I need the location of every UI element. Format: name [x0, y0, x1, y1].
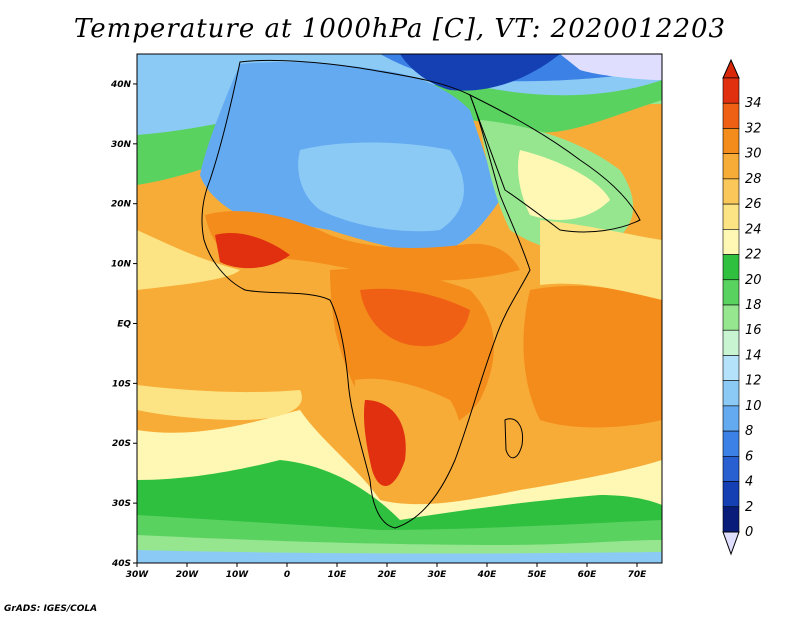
lat-tick-label: 40S	[111, 559, 131, 569]
colorbar-segment	[722, 254, 740, 281]
colorbar-label: 26	[745, 197, 762, 212]
colorbar-segment	[722, 430, 740, 457]
colorbar-label: 18	[745, 298, 762, 313]
colorbar-over-arrow	[722, 58, 740, 79]
colorbar-label: 24	[745, 222, 762, 237]
lon-tick-label: 40E	[477, 570, 498, 580]
lat-tick-label: 30S	[112, 499, 131, 509]
lon-tick-label: 10E	[328, 570, 348, 580]
lon-tick-label: 70E	[628, 570, 648, 580]
lon-tick-label: 50E	[528, 570, 548, 580]
colorbar-label: 4	[745, 475, 753, 490]
colorbar-segment	[722, 178, 740, 205]
colorbar-segment	[722, 380, 740, 407]
colorbar-segment	[722, 304, 740, 331]
colorbar-label: 12	[745, 374, 762, 389]
arabia-outline	[469, 93, 641, 233]
latitude-axis: 40N 30N 20N 10N EQ 10S 20S 30S 40S	[110, 80, 137, 569]
colorbar-segment	[722, 506, 740, 533]
colorbar-under-arrow	[722, 531, 740, 556]
colorbar-label: 8	[745, 424, 753, 439]
lon-tick-label: 30E	[428, 570, 448, 580]
lon-tick-label: 20W	[176, 570, 200, 580]
lon-tick-label: 30W	[126, 570, 150, 580]
colorbar-segment	[722, 77, 740, 104]
colorbar-label: 2	[745, 500, 753, 515]
colorbar-segment	[722, 329, 740, 356]
map-frame	[136, 53, 663, 564]
lat-tick-label: 20N	[111, 200, 132, 210]
colorbar-segment	[722, 405, 740, 432]
colorbar-segment	[722, 355, 740, 381]
lon-tick-label: 60E	[578, 570, 598, 580]
colorbar-label: 34	[745, 96, 762, 111]
lat-tick-label: 10N	[111, 260, 132, 270]
lon-tick-label: 0	[284, 570, 290, 580]
madagascar-outline	[504, 418, 524, 459]
lon-tick-label: 10W	[226, 570, 250, 580]
grads-credit: GrADS: IGES/COLA	[4, 604, 98, 614]
lat-tick-label: 10S	[112, 379, 131, 389]
colorbar-label: 30	[745, 147, 762, 162]
colorbar-label: 6	[745, 449, 753, 464]
colorbar-segment	[722, 153, 740, 180]
lat-tick-label: 30N	[111, 140, 132, 150]
lat-tick-label: 20S	[112, 439, 131, 449]
colorbar-label: 20	[745, 273, 762, 288]
lon-tick-label: 20E	[378, 570, 398, 580]
lat-tick-label: 40N	[110, 80, 132, 90]
colorbar-segment	[722, 481, 740, 508]
map-field	[137, 54, 662, 563]
map-title: Temperature at 1000hPa [C], VT: 20200122…	[73, 14, 727, 44]
colorbar-segment	[722, 128, 740, 154]
colorbar-label: 28	[745, 172, 762, 187]
lat-tick-label: EQ	[117, 319, 131, 329]
colorbar-label: 14	[745, 348, 762, 363]
longitude-axis: 30W 20W 10W 0 10E 20E 30E 40E 50E 60E 70E	[126, 563, 647, 580]
colorbar-label: 16	[745, 323, 762, 338]
colorbar-label: 22	[745, 248, 762, 263]
colorbar-segment	[722, 279, 740, 306]
colorbar-segment	[722, 456, 740, 482]
colorbar-label: 32	[745, 121, 762, 136]
colorbar-segment	[722, 203, 740, 230]
colorbar-label: 0	[745, 525, 753, 540]
colorbar-segment	[722, 102, 740, 129]
colorbar-label: 10	[745, 399, 762, 414]
colorbar-segment	[722, 229, 740, 255]
